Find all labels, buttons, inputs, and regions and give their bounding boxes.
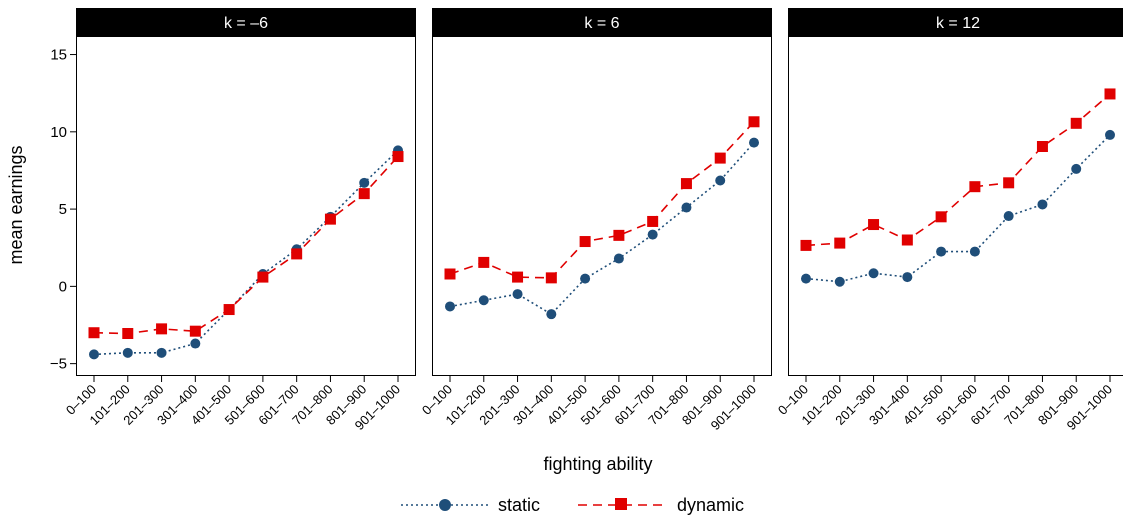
point-static bbox=[936, 246, 947, 257]
point-dynamic bbox=[392, 151, 404, 163]
panel-1: k = –6−50510150–100101–200201–300301–400… bbox=[50, 8, 416, 433]
legend-marker-static bbox=[439, 499, 451, 511]
point-dynamic bbox=[512, 271, 524, 283]
point-dynamic bbox=[291, 248, 303, 260]
y-tick-label: 10 bbox=[50, 124, 67, 141]
point-dynamic bbox=[800, 239, 812, 251]
point-static bbox=[1003, 211, 1014, 222]
series-static bbox=[445, 137, 759, 320]
series-dynamic bbox=[88, 151, 404, 339]
point-static bbox=[580, 273, 591, 284]
y-tick-label: 0 bbox=[59, 278, 67, 295]
series-line-static bbox=[805, 134, 1111, 283]
point-dynamic bbox=[680, 178, 692, 190]
point-static bbox=[801, 273, 811, 284]
point-dynamic bbox=[613, 229, 625, 241]
point-dynamic bbox=[122, 328, 134, 339]
legend-item-static: static bbox=[401, 495, 540, 515]
point-dynamic bbox=[748, 116, 760, 128]
point-dynamic bbox=[189, 325, 201, 337]
point-static bbox=[546, 309, 557, 320]
panel-2: k = 60–100101–200201–300301–400401–50050… bbox=[419, 8, 772, 433]
point-dynamic bbox=[257, 271, 269, 283]
legend: static dynamic bbox=[401, 495, 744, 515]
point-static bbox=[359, 177, 370, 188]
point-dynamic bbox=[834, 237, 846, 249]
point-static bbox=[445, 301, 455, 312]
legend-marker-dynamic bbox=[615, 498, 627, 510]
panel-strip bbox=[788, 8, 1123, 36]
point-dynamic bbox=[358, 188, 370, 200]
legend-label-static: static bbox=[498, 495, 540, 515]
y-tick-label: −5 bbox=[50, 356, 67, 373]
panel-frame bbox=[76, 36, 416, 376]
point-static bbox=[749, 137, 759, 148]
panel-title: k = 6 bbox=[584, 15, 619, 32]
point-dynamic bbox=[714, 152, 726, 164]
y-axis-title: mean earnings bbox=[6, 145, 26, 264]
point-dynamic bbox=[444, 268, 456, 280]
point-static bbox=[190, 338, 201, 349]
point-dynamic bbox=[223, 304, 235, 316]
point-dynamic bbox=[88, 327, 100, 339]
point-static bbox=[478, 295, 489, 306]
point-static bbox=[89, 349, 99, 360]
panel-title: k = 12 bbox=[936, 15, 980, 32]
panel-frame bbox=[432, 36, 772, 376]
panel-title: k = –6 bbox=[224, 15, 268, 32]
point-static bbox=[902, 272, 913, 283]
point-static bbox=[156, 347, 167, 358]
series-line-static bbox=[449, 142, 755, 316]
point-dynamic bbox=[901, 234, 913, 246]
point-dynamic bbox=[1003, 177, 1015, 189]
panel-3: k = 120–100101–200201–300301–400401–5005… bbox=[775, 8, 1123, 433]
point-static bbox=[681, 202, 692, 213]
point-static bbox=[969, 246, 980, 257]
point-static bbox=[834, 276, 845, 287]
point-dynamic bbox=[969, 181, 981, 193]
point-static bbox=[512, 289, 523, 300]
point-static bbox=[1037, 199, 1048, 210]
series-line-dynamic bbox=[449, 121, 755, 279]
series-line-static bbox=[93, 149, 399, 356]
point-static bbox=[1105, 129, 1115, 140]
point-dynamic bbox=[1036, 141, 1048, 152]
panel-frame bbox=[788, 36, 1123, 376]
y-tick-label: 15 bbox=[50, 47, 67, 64]
panels: k = –6−50510150–100101–200201–300301–400… bbox=[50, 8, 1123, 433]
point-dynamic bbox=[545, 272, 557, 284]
point-dynamic bbox=[579, 236, 591, 248]
panel-strip bbox=[76, 8, 416, 36]
point-static bbox=[647, 229, 658, 240]
point-static bbox=[868, 268, 879, 279]
point-dynamic bbox=[935, 211, 947, 223]
legend-label-dynamic: dynamic bbox=[677, 495, 744, 515]
series-line-dynamic bbox=[93, 155, 399, 335]
point-dynamic bbox=[868, 219, 880, 231]
point-static bbox=[122, 347, 133, 358]
point-dynamic bbox=[1070, 117, 1082, 129]
series-static bbox=[801, 129, 1115, 287]
series-line-dynamic bbox=[805, 93, 1111, 247]
point-dynamic bbox=[478, 256, 490, 268]
point-static bbox=[613, 253, 624, 264]
panel-strip bbox=[432, 8, 772, 36]
legend-item-dynamic: dynamic bbox=[578, 495, 744, 515]
point-dynamic bbox=[156, 323, 168, 335]
point-static bbox=[715, 175, 726, 186]
y-tick-label: 5 bbox=[59, 201, 67, 218]
point-dynamic bbox=[324, 213, 336, 225]
series-static bbox=[89, 145, 403, 360]
point-dynamic bbox=[647, 215, 659, 227]
point-dynamic bbox=[1104, 88, 1116, 100]
series-dynamic bbox=[800, 88, 1116, 251]
x-axis-title: fighting ability bbox=[543, 454, 652, 474]
series-dynamic bbox=[444, 116, 760, 284]
point-static bbox=[1071, 163, 1082, 174]
